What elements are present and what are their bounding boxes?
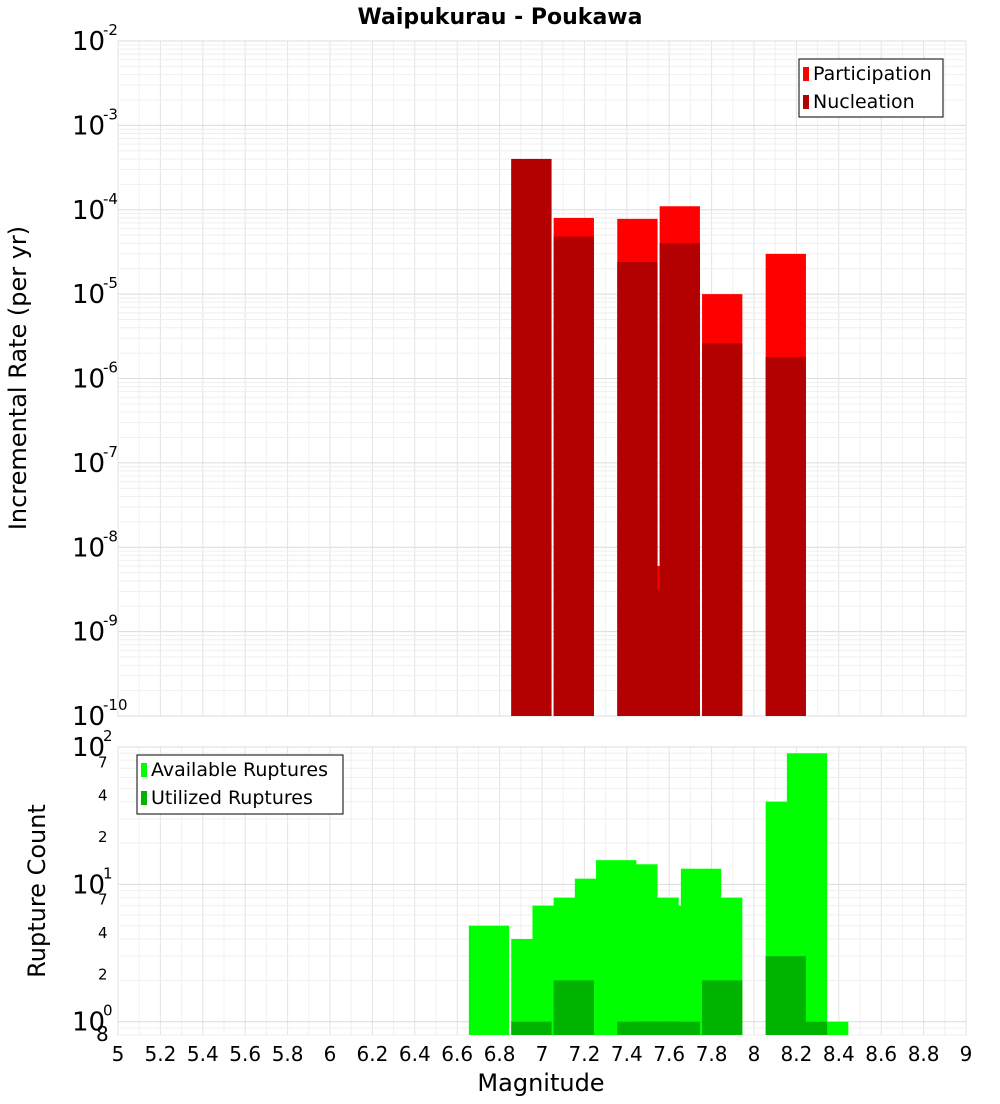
y-tick-exponent: 0 [103, 1002, 113, 1020]
bar-utilized-ruptures [511, 1021, 552, 1035]
y-tick-label: 10 [72, 618, 105, 648]
y-minor-tick-label: 4 [98, 924, 108, 942]
x-tick-label: 7 [536, 1042, 549, 1066]
bar-utilized-ruptures [786, 1021, 828, 1035]
legend-label-utilized: Utilized Ruptures [151, 787, 313, 809]
count-y-axis-label: Rupture Count [23, 804, 51, 978]
y-tick-exponent: -8 [103, 527, 118, 545]
y-minor-tick-label: 4 [98, 787, 108, 805]
y-tick-exponent: -6 [103, 359, 118, 377]
y-minor-tick-label: 2 [98, 828, 108, 846]
x-tick-label: 7.4 [611, 1042, 643, 1066]
legend-swatch-utilized [141, 791, 147, 805]
rate-grid [117, 40, 967, 717]
x-tick-label: 8.4 [823, 1042, 855, 1066]
legend-swatch-participation [803, 67, 809, 81]
y-tick-label: 10 [72, 365, 105, 395]
y-tick-exponent: 2 [103, 727, 113, 745]
bar-nucleation [765, 356, 806, 716]
y-tick-label: 10 [72, 27, 105, 57]
bar-nucleation [659, 243, 700, 717]
y-tick-label: 10 [72, 870, 105, 900]
y-tick-exponent: -5 [103, 274, 118, 292]
count-bars [468, 753, 849, 1035]
bar-available-ruptures [468, 925, 510, 1035]
x-axis-label: Magnitude [477, 1069, 604, 1097]
y-tick-label: 10 [72, 533, 105, 563]
x-tick-label: 6.4 [399, 1042, 431, 1066]
x-tick-label: 7.8 [696, 1042, 728, 1066]
bar-utilized-ruptures [659, 1021, 700, 1035]
y-minor-tick-label: 8 [96, 1022, 109, 1046]
x-tick-label: 7.6 [653, 1042, 685, 1066]
y-tick-label: 10 [72, 196, 105, 226]
y-tick-exponent: 1 [103, 864, 113, 882]
x-tick-label: 8.6 [865, 1042, 897, 1066]
x-tick-label: 8.2 [780, 1042, 812, 1066]
y-tick-exponent: -2 [103, 21, 118, 39]
y-minor-tick-label: 2 [98, 965, 108, 983]
x-tick-label: 8.8 [908, 1042, 940, 1066]
y-minor-tick-label: 7 [98, 753, 108, 771]
y-tick-exponent: -4 [103, 190, 118, 208]
rate-legend: Participation Nucleation [798, 58, 944, 118]
y-minor-tick-label: 7 [98, 891, 108, 909]
x-tick-label: 6.6 [441, 1042, 473, 1066]
legend-label-available: Available Ruptures [151, 759, 328, 781]
bar-utilized-ruptures [553, 980, 594, 1035]
x-tick-label: 6 [324, 1042, 337, 1066]
bar-nucleation [553, 236, 594, 716]
rate-y-axis-label: Incremental Rate (per yr) [4, 226, 32, 530]
x-tick-label: 5.6 [229, 1042, 261, 1066]
y-tick-label: 10 [72, 111, 105, 141]
legend-label-nucleation: Nucleation [813, 91, 915, 113]
x-tick-label: 9 [960, 1042, 973, 1066]
x-tick-label: 6.8 [484, 1042, 516, 1066]
chart-title: Waipukurau - Poukawa [358, 5, 643, 30]
y-tick-label: 10 [72, 280, 105, 310]
rate-legend-box [798, 58, 944, 118]
y-tick-label: 10 [72, 449, 105, 479]
bar-utilized-ruptures [702, 980, 743, 1035]
x-tick-label: 8 [748, 1042, 761, 1066]
y-tick-exponent: -10 [103, 696, 128, 714]
y-tick-exponent: -3 [103, 105, 118, 123]
x-tick-label: 5 [112, 1042, 125, 1066]
x-axis-ticks: 5 5.2 5.4 5.6 5.8 6 6.2 6.4 6.6 6.8 7 7.2 7.4 7.6 7.8 8… [112, 1042, 973, 1066]
x-tick-label: 6.2 [356, 1042, 388, 1066]
x-tick-label: 7.2 [568, 1042, 600, 1066]
legend-swatch-nucleation [803, 95, 809, 109]
y-tick-label: 10 [72, 1008, 105, 1038]
bar-nucleation [702, 343, 743, 716]
y-tick-exponent: -7 [103, 443, 118, 461]
y-tick-label: 10 [72, 733, 105, 763]
y-tick-label: 10 [72, 702, 105, 732]
x-tick-label: 5.8 [272, 1042, 304, 1066]
count-legend-box [136, 754, 344, 815]
x-tick-label: 5.2 [144, 1042, 176, 1066]
legend-swatch-available [141, 763, 147, 777]
legend-label-participation: Participation [813, 63, 932, 85]
count-legend: Available Ruptures Utilized Ruptures [136, 754, 344, 815]
x-tick-label: 5.4 [187, 1042, 219, 1066]
y-tick-exponent: -9 [103, 612, 118, 630]
rate-bars [511, 158, 806, 717]
bar-nucleation [511, 158, 552, 717]
